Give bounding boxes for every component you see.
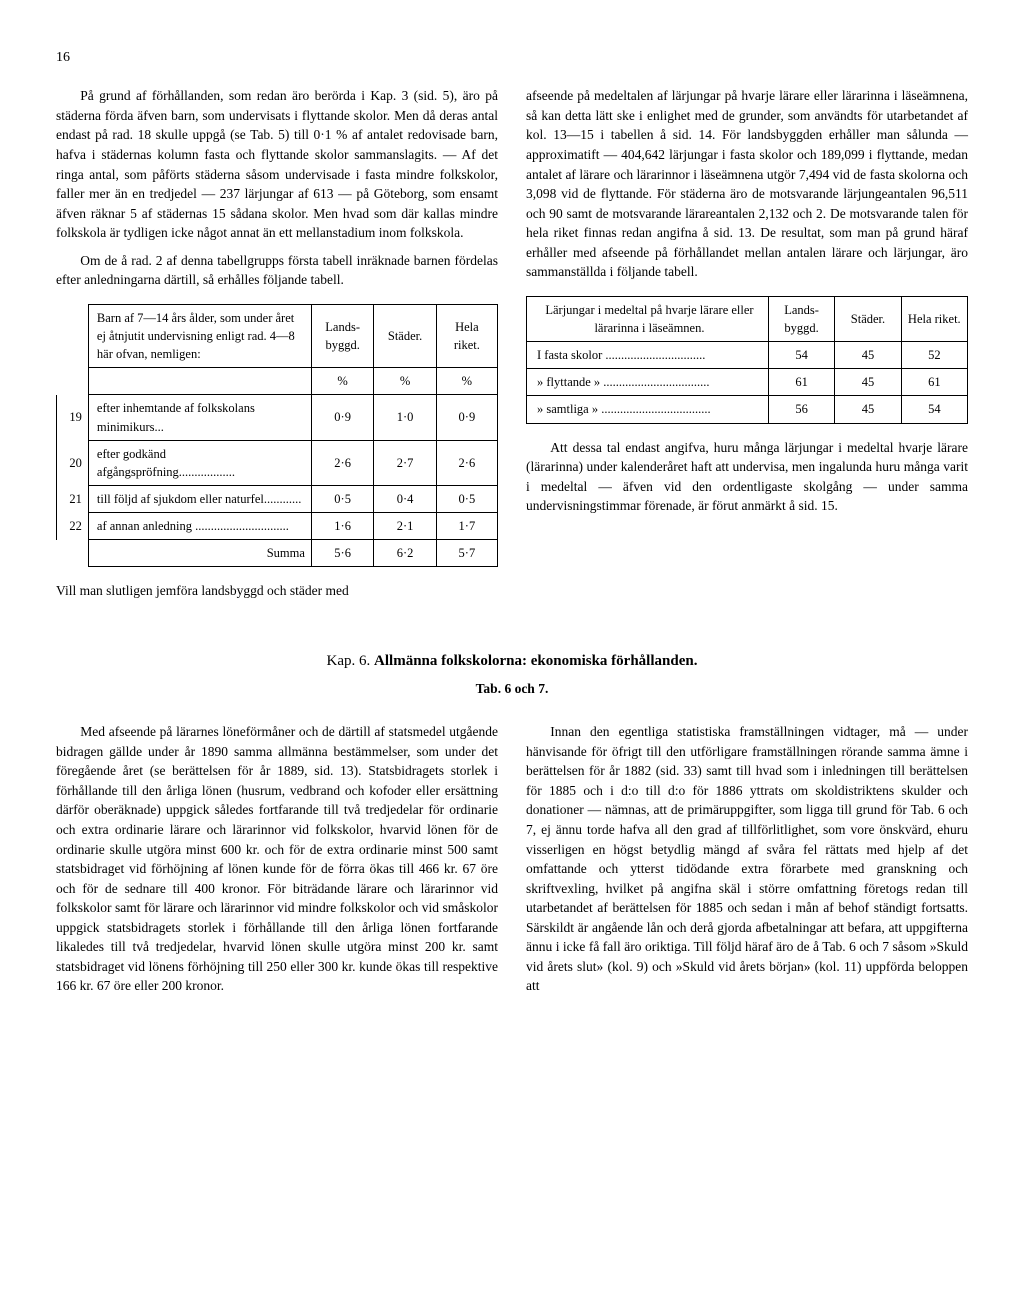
t1-header-desc: Barn af 7—14 års ålder, som under året e…	[88, 304, 311, 367]
right-para-2: Att dessa tal endast angifva, huru många…	[526, 438, 968, 516]
chapter-title-text: Allmänna folkskolorna: ekonomiska förhål…	[374, 653, 697, 669]
t2-row-desc: » flyttande » ..........................…	[527, 369, 769, 396]
page-number: 16	[56, 48, 968, 68]
t2-v: 54	[901, 396, 967, 423]
lower-left-column: Med afseende på lärarnes löneförmåner oc…	[56, 722, 498, 1004]
t2-col-hela: Hela riket.	[901, 296, 967, 341]
t1-col-hela: Hela riket.	[436, 304, 497, 367]
t1-row-desc: af annan anledning .....................…	[88, 513, 311, 540]
left-para-1: På grund af förhållanden, som redan äro …	[56, 86, 498, 243]
chapter-prefix: Kap. 6.	[327, 653, 375, 669]
t1-v: 2·7	[374, 440, 436, 485]
chapter-subheading: Tab. 6 och 7.	[56, 679, 968, 699]
t1-v: 0·9	[436, 395, 497, 440]
t1-v: 1·7	[436, 513, 497, 540]
table-1: Barn af 7—14 års ålder, som under året e…	[56, 304, 498, 567]
t2-v: 56	[768, 396, 834, 423]
t1-sum-label: Summa	[88, 540, 311, 567]
t1-col-lands: Lands-byggd.	[311, 304, 373, 367]
t2-row-desc: » samtliga » ...........................…	[527, 396, 769, 423]
t2-header-desc: Lärjungar i medeltal på hvarje lärare el…	[527, 296, 769, 341]
lower-right-para-1: Innan den egentliga statistiska framstäl…	[526, 722, 968, 996]
t1-pct: %	[436, 368, 497, 395]
left-column: På grund af förhållanden, som redan äro …	[56, 86, 498, 609]
table-2: Lärjungar i medeltal på hvarje lärare el…	[526, 296, 968, 424]
t1-v: 0·4	[374, 485, 436, 512]
t1-v: 0·5	[436, 485, 497, 512]
t2-v: 45	[835, 369, 901, 396]
t1-col-stader: Städer.	[374, 304, 436, 367]
chapter-heading: Kap. 6. Allmänna folkskolorna: ekonomisk…	[56, 651, 968, 673]
lower-left-para-1: Med afseende på lärarnes löneförmåner oc…	[56, 722, 498, 996]
t1-v: 1·6	[311, 513, 373, 540]
t2-v: 61	[901, 369, 967, 396]
t2-row-desc: I fasta skolor .........................…	[527, 342, 769, 369]
left-para-2: Om de å rad. 2 af denna tabellgrupps för…	[56, 251, 498, 290]
t1-v: 0·5	[311, 485, 373, 512]
t2-v: 61	[768, 369, 834, 396]
t1-row-num: 19	[57, 395, 89, 440]
t2-v: 52	[901, 342, 967, 369]
lower-right-column: Innan den egentliga statistiska framstäl…	[526, 722, 968, 1004]
t2-v: 45	[835, 396, 901, 423]
t2-col-lands: Lands-byggd.	[768, 296, 834, 341]
t2-col-stader: Städer.	[835, 296, 901, 341]
t1-v: 2·6	[311, 440, 373, 485]
t1-pct: %	[374, 368, 436, 395]
t1-row-num: 20	[57, 440, 89, 485]
t1-v: 2·1	[374, 513, 436, 540]
t1-row-desc: efter godkänd afgångspröfning...........…	[88, 440, 311, 485]
t1-row-num: 21	[57, 485, 89, 512]
t1-v: 0·9	[311, 395, 373, 440]
t1-row-desc: till följd af sjukdom eller naturfel....…	[88, 485, 311, 512]
t1-row-num: 22	[57, 513, 89, 540]
t1-v: 2·6	[436, 440, 497, 485]
upper-columns: På grund af förhållanden, som redan äro …	[56, 86, 968, 609]
left-tail: Vill man slutligen jemföra landsbyggd oc…	[56, 581, 498, 601]
t1-row-desc: efter inhemtande af folkskolans minimiku…	[88, 395, 311, 440]
right-para-1: afseende på medeltalen af lärjungar på h…	[526, 86, 968, 282]
t1-sum: 5·6	[311, 540, 373, 567]
t2-v: 45	[835, 342, 901, 369]
t1-pct: %	[311, 368, 373, 395]
t1-sum: 6·2	[374, 540, 436, 567]
right-column: afseende på medeltalen af lärjungar på h…	[526, 86, 968, 609]
t1-sum: 5·7	[436, 540, 497, 567]
t2-v: 54	[768, 342, 834, 369]
t1-v: 1·0	[374, 395, 436, 440]
lower-columns: Med afseende på lärarnes löneförmåner oc…	[56, 722, 968, 1004]
